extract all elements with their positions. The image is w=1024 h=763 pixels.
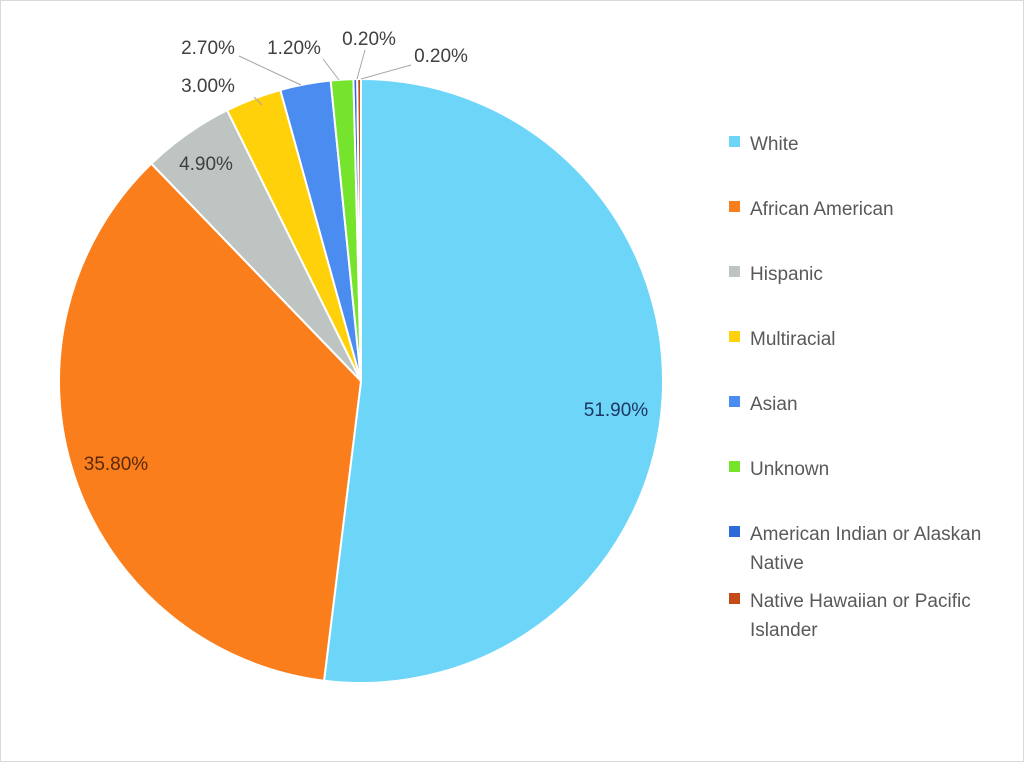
legend-label: Native Hawaiian or Pacific Islander [750, 591, 971, 641]
leader-line [322, 58, 340, 81]
legend-label: Unknown [750, 459, 830, 480]
leader-line [253, 96, 263, 106]
data-label: 4.90% [179, 154, 233, 175]
data-label: 0.20% [342, 29, 396, 50]
data-label: 51.90% [584, 400, 649, 421]
leader-line [238, 55, 302, 86]
legend-label: Asian [750, 394, 798, 415]
data-label: 2.70% [181, 38, 235, 59]
legend-swatch [729, 331, 740, 342]
data-label: 35.80% [84, 454, 149, 475]
legend-swatch [729, 396, 740, 407]
legend-swatch [729, 526, 740, 537]
leader-line [360, 64, 412, 80]
legend-swatch [729, 136, 740, 147]
data-label: 0.20% [414, 46, 468, 67]
pie-slice-african-american [58, 162, 363, 682]
legend-label: White [750, 134, 799, 155]
legend-swatch [729, 461, 740, 472]
leader-line [356, 49, 366, 80]
legend-label: American Indian or Alaskan Native [750, 524, 982, 574]
legend-label: African American [750, 199, 894, 220]
data-label: 1.20% [267, 38, 321, 59]
data-label: 3.00% [181, 76, 235, 97]
legend-label: Multiracial [750, 329, 836, 350]
pie-slice-white [322, 77, 664, 684]
legend-swatch [729, 266, 740, 277]
legend-swatch [729, 593, 740, 604]
legend-swatch [729, 201, 740, 212]
legend-label: Hispanic [750, 264, 823, 285]
